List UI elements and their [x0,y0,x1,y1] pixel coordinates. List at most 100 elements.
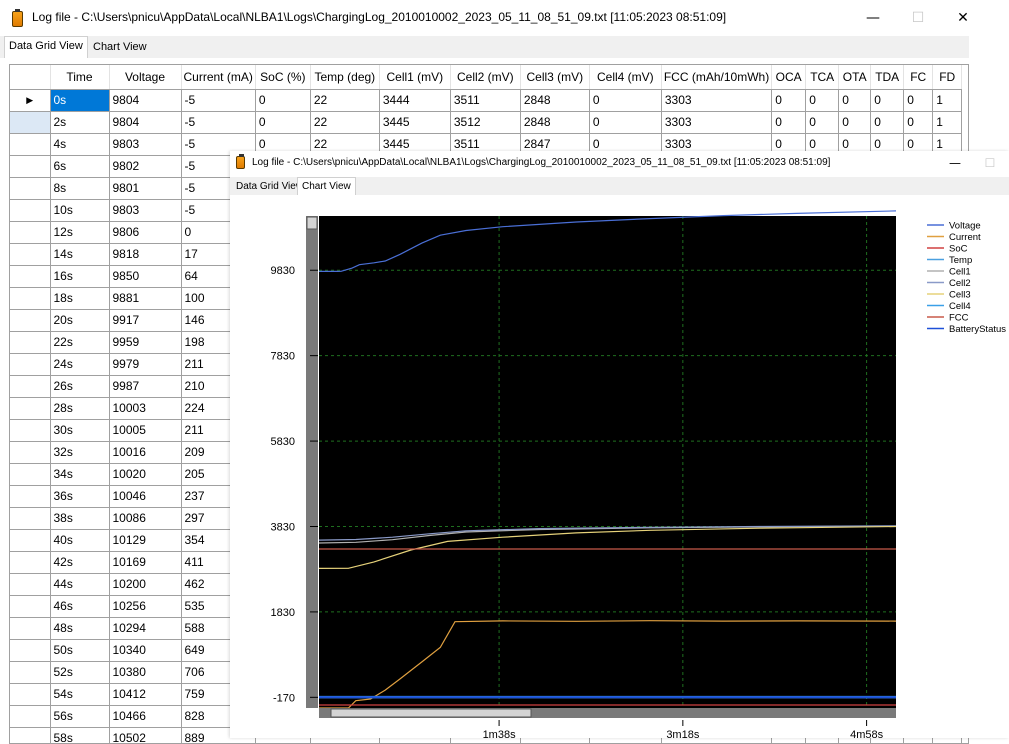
grid-cell[interactable]: 10003 [109,397,182,420]
grid-cell[interactable]: 42s [50,551,110,574]
grid-cell[interactable]: 0 [589,89,662,112]
grid-cell[interactable]: 22s [50,331,110,354]
grid-cell[interactable]: 22 [310,133,380,156]
grid-cell[interactable]: 10340 [109,639,182,662]
grid-cell[interactable]: 3444 [379,89,451,112]
grid-cell[interactable]: 3303 [661,111,773,134]
row-header[interactable] [10,287,51,310]
grid-cell[interactable]: 18s [50,287,110,310]
column-header[interactable]: TDA [870,65,905,90]
grid-cell[interactable]: 30s [50,419,110,442]
grid-cell[interactable]: 10016 [109,441,182,464]
row-header[interactable] [10,199,51,222]
column-header[interactable]: Cell3 (mV) [520,65,590,90]
grid-cell[interactable]: -5 [181,133,256,156]
row-header[interactable] [10,397,51,420]
grid-cell[interactable]: 9803 [109,133,182,156]
grid-cell[interactable]: 32s [50,441,110,464]
row-header[interactable] [10,111,51,134]
column-header[interactable]: TCA [805,65,840,90]
grid-cell[interactable]: 56s [50,705,110,728]
line-chart[interactable]: 9830 7830 5830 3830 1830 -170 1m38s 3m18s 4m58s V… [230,195,1009,738]
grid-cell[interactable]: 0 [771,111,807,134]
grid-cell[interactable]: 10046 [109,485,182,508]
grid-cell[interactable]: 2s [50,111,110,134]
grid-cell[interactable]: 0 [805,89,840,112]
grid-cell[interactable]: 38s [50,507,110,530]
row-header[interactable] [10,727,51,743]
maximize-button[interactable]: ☐ [911,10,925,26]
tab-data-grid-view[interactable]: Data Grid View [232,178,308,195]
grid-cell[interactable]: 40s [50,529,110,552]
tab-chart-view[interactable]: Chart View [297,177,356,195]
row-header[interactable] [10,331,51,354]
grid-cell[interactable]: 3445 [379,133,451,156]
row-header[interactable] [10,595,51,618]
row-header[interactable] [10,551,51,574]
row-header[interactable]: ▶ [10,89,51,112]
grid-cell[interactable]: 9987 [109,375,182,398]
row-header[interactable] [10,507,51,530]
tab-chart-view[interactable]: Chart View [89,38,151,58]
column-header[interactable]: Time [50,65,110,90]
column-header[interactable]: Temp (deg) [310,65,380,90]
column-header[interactable]: OCA [771,65,807,90]
grid-cell[interactable]: 0 [771,89,807,112]
grid-cell[interactable]: 10294 [109,617,182,640]
grid-cell[interactable]: -5 [181,89,256,112]
row-header[interactable] [10,177,51,200]
grid-cell[interactable]: 0 [838,111,872,134]
column-header[interactable]: Current (mA) [181,65,256,90]
grid-cell[interactable]: 10502 [109,727,182,743]
grid-cell[interactable]: 10200 [109,573,182,596]
grid-cell[interactable]: 8s [50,177,110,200]
grid-cell[interactable]: 2848 [520,111,590,134]
grid-cell[interactable]: 16s [50,265,110,288]
grid-cell[interactable]: 9917 [109,309,182,332]
grid-cell[interactable]: 3303 [661,89,773,112]
grid-cell[interactable]: 34s [50,463,110,486]
column-header[interactable]: Cell4 (mV) [589,65,662,90]
grid-cell[interactable]: 6s [50,155,110,178]
grid-cell[interactable]: 48s [50,617,110,640]
column-header[interactable]: Cell2 (mV) [450,65,521,90]
grid-cell[interactable]: 0 [870,111,905,134]
close-button[interactable]: ✕ [957,10,969,26]
grid-cell[interactable]: 36s [50,485,110,508]
grid-cell[interactable]: 9959 [109,331,182,354]
grid-cell[interactable]: 9979 [109,353,182,376]
grid-cell[interactable]: 46s [50,595,110,618]
row-header[interactable] [10,375,51,398]
grid-cell[interactable]: 1 [932,111,963,134]
row-header[interactable] [10,529,51,552]
row-header[interactable] [10,265,51,288]
row-header[interactable] [10,661,51,684]
grid-cell[interactable]: 9804 [109,111,182,134]
row-header[interactable] [10,573,51,596]
column-header[interactable]: Voltage [109,65,182,90]
grid-cell[interactable]: 0s [50,89,110,112]
grid-cell[interactable]: 9802 [109,155,182,178]
maximize-button[interactable]: ☐ [984,156,996,170]
grid-cell[interactable]: 10169 [109,551,182,574]
grid-cell[interactable]: 0 [805,111,840,134]
grid-cell[interactable]: 3511 [450,89,521,112]
grid-cell[interactable]: 26s [50,375,110,398]
row-header[interactable] [10,309,51,332]
grid-cell[interactable]: 24s [50,353,110,376]
grid-cell[interactable]: 22 [310,111,380,134]
grid-cell[interactable]: 10380 [109,661,182,684]
row-header[interactable] [10,441,51,464]
grid-cell[interactable]: 9804 [109,89,182,112]
column-header[interactable]: FD [932,65,963,90]
grid-cell[interactable]: 4s [50,133,110,156]
grid-cell[interactable]: 0 [255,89,311,112]
grid-cell[interactable]: 10020 [109,463,182,486]
row-header[interactable] [10,705,51,728]
grid-cell[interactable]: 44s [50,573,110,596]
grid-cell[interactable]: 9801 [109,177,182,200]
grid-cell[interactable]: 0 [589,111,662,134]
grid-cell[interactable]: 9818 [109,243,182,266]
column-header[interactable]: FC [903,65,934,90]
grid-cell[interactable]: -5 [181,111,256,134]
